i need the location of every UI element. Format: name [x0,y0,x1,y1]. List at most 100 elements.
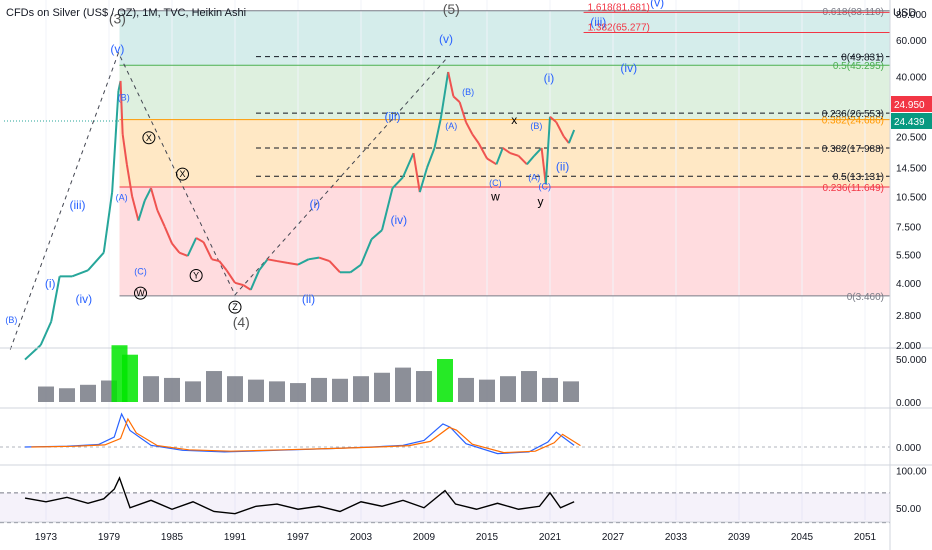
wave-label-4: X [179,169,185,179]
price-segment-47 [426,147,436,168]
volume-bar-6 [143,376,159,402]
price-segment-29 [249,269,261,291]
wave-label-19: (5) [443,1,460,17]
wave-label-32: (iii) [590,15,606,29]
volume-bar-10 [227,376,243,402]
price-segment-8 [111,90,120,193]
wave-label-16: (ii) [302,292,315,306]
price-segment-25 [218,260,228,271]
price-segment-53 [465,121,474,135]
price-segment-17 [156,209,166,227]
volume-bar-13 [290,383,306,402]
price-segment-32 [276,260,288,264]
volume-bar-14 [311,377,327,402]
rsi-pane: 100.00 50.00 [0,464,932,524]
volume-bar-24 [521,371,537,402]
price-segment-37 [328,260,341,273]
volume-bar-11 [248,379,264,402]
rsi-band [0,492,890,523]
price-segment-49 [439,71,450,119]
volume-bar-25 [542,377,558,402]
price-segment-31 [267,258,278,263]
fib-upper-label-0: 1.618(81.681) [588,2,650,13]
time-tick-13: 2051 [854,532,877,543]
price-segment-68 [567,129,576,144]
wave-label-8: Y [193,270,199,280]
fib-label-6: 0.5(13.131) [833,172,884,183]
price-segment-34 [297,258,309,266]
volume-bar-0 [38,386,54,402]
wave-label-9: Z [232,302,238,312]
price-segment-54 [471,133,480,144]
price-segment-23 [202,241,213,260]
price-tick-6: 10.500 [896,192,927,203]
fib-zones [119,10,890,296]
price-segment-20 [178,251,189,257]
price-segment-13 [131,196,140,221]
volume-bar-12 [269,381,285,402]
time-tick-12: 2045 [791,532,814,543]
price-segment-16 [150,187,159,211]
wave-label-33: (iv) [620,61,637,75]
fib-label-1: 0(49.831) [841,53,884,64]
volume-bar-23 [500,376,516,402]
wave-circle-4 [176,167,189,181]
time-tick-3: 1991 [224,532,247,543]
wave-label-24: w [490,190,500,204]
wave-label-15: (i) [309,197,320,211]
volume-tick-0: 50.000 [896,355,927,366]
fib-label-7: 0.236(11.649) [822,183,884,194]
wave-label-28: y [538,194,544,208]
wave-label-2: (B) [118,93,130,103]
volume-bar-26 [563,381,579,402]
price-segment-65 [549,115,557,123]
price-segment-45 [412,152,421,193]
price-segment-40 [360,238,373,266]
currency-label: USD [893,7,916,19]
price-tick-0: 80.000 [896,10,927,21]
price-tick-4: 20.500 [896,132,927,143]
wave-label-0: (3) [109,11,126,27]
fib-zone-top [119,10,890,66]
price-tick-10: 2.800 [896,311,921,322]
volume-tick-1: 0.000 [896,398,921,409]
wave-label-27: (C) [539,182,552,192]
price-segment-15 [143,187,152,202]
fib-upper-label-1: 1.382(65.277) [588,22,650,33]
rsi-line [24,476,575,515]
price-segment-3 [50,276,61,322]
price-segment-48 [433,118,442,149]
price-segment-46 [418,167,429,193]
volume-bar-1 [59,388,75,402]
price-badge-0: 24.950 [894,100,925,111]
price-segment-50 [447,71,455,97]
macd-tick-0: 0.000 [896,443,921,454]
chart-title: CFDs on Silver (US$ / OZ), 1M, TVC, Heik… [6,7,246,19]
time-tick-9: 2027 [602,532,625,543]
price-segment-41 [370,229,383,241]
price-tick-7: 7.500 [896,222,921,233]
price-segment-5 [71,269,89,278]
wave-label-1: (v) [110,42,124,56]
price-segment-35 [308,256,320,261]
fib-label-2: 0.5(45.295) [833,61,884,72]
price-segment-43 [391,176,404,189]
wave-label-17: (iii) [385,109,401,123]
time-tick-7: 2015 [476,532,499,543]
price-segment-51 [452,95,461,103]
wave-label-6: (C) [134,266,147,276]
wave-label-7: W [136,288,145,298]
volume-bar-5 [122,354,138,402]
wave-label-34: (v) [650,0,664,10]
wave-label-31: (ii) [556,160,569,174]
price-segment-28 [242,284,252,291]
volume-bar-9 [206,371,222,402]
wave-label-29: (B) [530,121,542,131]
wave-label-10: (4) [233,314,250,330]
volume-bar-8 [185,381,201,402]
price-segment-64 [544,116,551,185]
price-segment-58 [502,147,511,154]
price-segment-2 [39,321,53,346]
rsi-tick-1: 50.00 [896,504,921,515]
